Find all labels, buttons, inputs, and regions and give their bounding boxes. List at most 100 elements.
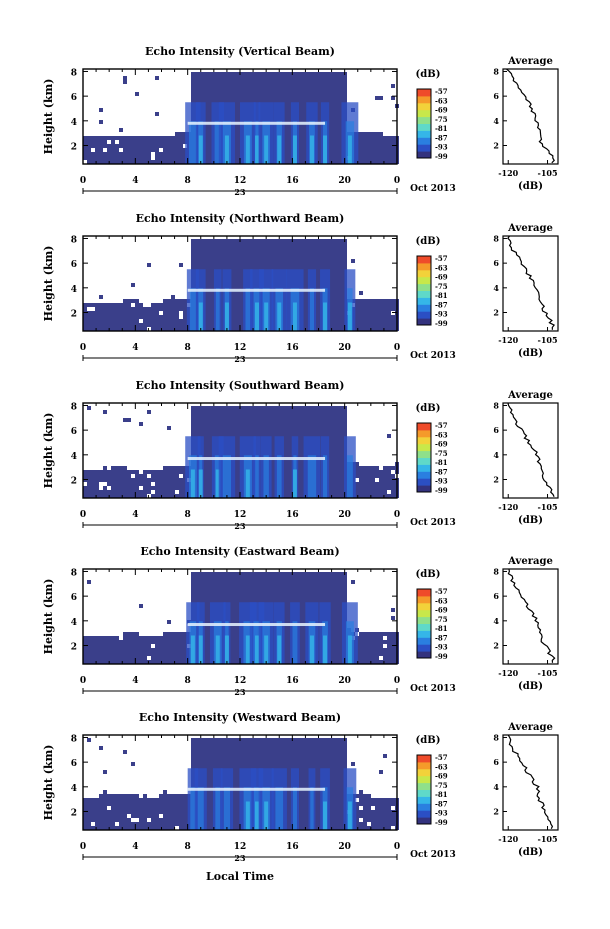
echo-cell (151, 160, 155, 164)
echo-cell (235, 279, 239, 283)
echo-cell (91, 152, 95, 156)
echo-cell (139, 490, 143, 494)
echo-cell (231, 80, 235, 84)
echo-cell (235, 482, 239, 486)
echo-cell (331, 104, 335, 108)
echo-cell (283, 128, 287, 132)
echo-cell (291, 255, 295, 259)
echo-cell (155, 160, 159, 164)
echo-cell (335, 251, 339, 255)
echo-cell (119, 640, 123, 644)
echo-cell (243, 263, 247, 267)
echo-cell (271, 255, 275, 259)
echo-cell (295, 422, 299, 426)
echo-cell (331, 132, 335, 136)
avg-y-tick-label: 2 (493, 307, 499, 317)
average-frame (502, 68, 559, 165)
echo-cell (131, 327, 135, 331)
echo-column-core (292, 302, 297, 331)
echo-cell (367, 148, 371, 152)
echo-cell (191, 600, 195, 604)
echo-cell (99, 478, 103, 482)
echo-cell (327, 84, 331, 88)
echo-cell (243, 259, 247, 263)
echo-cell (175, 486, 179, 490)
echo-cell (271, 490, 275, 494)
echo-cell (223, 84, 227, 88)
echo-cell (323, 259, 327, 263)
echo-cell (383, 486, 387, 490)
echo-cell (339, 72, 343, 76)
echo-cell (127, 494, 131, 498)
y-tick-label: 6 (71, 427, 77, 437)
echo-cell (387, 160, 391, 164)
echo-cell (271, 243, 275, 247)
echo-cell (139, 640, 143, 644)
echo-cell (259, 430, 263, 434)
echo-cell (295, 88, 299, 92)
echo-cell (203, 648, 207, 652)
echo-cell (239, 315, 243, 319)
echo-cell (291, 588, 295, 592)
echo-column-core (198, 135, 203, 164)
echo-cell (231, 660, 235, 664)
echo-cell (131, 148, 135, 152)
avg-x-tick-label: -120 (498, 335, 518, 345)
echo-cell (291, 600, 295, 604)
echo-cell (191, 247, 195, 251)
echo-cell (203, 454, 207, 458)
echo-cell (307, 243, 311, 247)
echo-cell (391, 327, 395, 331)
echo-cell (275, 72, 279, 76)
avg-x-tick-label: -105 (538, 502, 558, 512)
echo-cell (335, 116, 339, 120)
echo-cell (295, 592, 299, 596)
echo-cell (231, 592, 235, 596)
echo-cell (211, 96, 215, 100)
echo-cell (111, 327, 115, 331)
echo-cell (287, 478, 291, 482)
echo-cell (303, 128, 307, 132)
echo-cell (231, 299, 235, 303)
echo-cell (287, 434, 291, 438)
echo-cell (151, 470, 155, 474)
echo-cell (151, 307, 155, 311)
echo-cell (119, 323, 123, 327)
echo-cell (283, 438, 287, 442)
echo-cell (251, 263, 255, 267)
echo-cell (87, 406, 91, 410)
echo-cell (243, 592, 247, 596)
echo-cell (195, 434, 199, 438)
echo-cell (147, 486, 151, 490)
echo-cell (287, 422, 291, 426)
echo-cell (139, 136, 143, 140)
echo-cell (271, 454, 275, 458)
echo-cell (87, 323, 91, 327)
echo-cell (163, 315, 167, 319)
echo-cell (303, 584, 307, 588)
echo-cell (279, 406, 283, 410)
echo-cell (299, 640, 303, 644)
echo-cell (259, 580, 263, 584)
echo-cell (191, 592, 195, 596)
echo-cell (159, 152, 163, 156)
echo-cell (207, 88, 211, 92)
echo-cell (359, 315, 363, 319)
echo-cell (151, 474, 155, 478)
echo-cell (319, 596, 323, 600)
echo-cell (383, 307, 387, 311)
echo-cell (255, 600, 259, 604)
echo-cell (175, 327, 179, 331)
echo-cell (339, 307, 343, 311)
echo-cell (335, 291, 339, 295)
echo-cell (183, 486, 187, 490)
echo-cell (215, 247, 219, 251)
echo-column-core (277, 135, 282, 164)
echo-cell (123, 482, 127, 486)
echo-cell (335, 283, 339, 287)
echo-cell (271, 426, 275, 430)
echo-cell (155, 136, 159, 140)
echo-cell (235, 275, 239, 279)
x-tick-label: 16 (286, 510, 299, 520)
echo-cell (175, 315, 179, 319)
